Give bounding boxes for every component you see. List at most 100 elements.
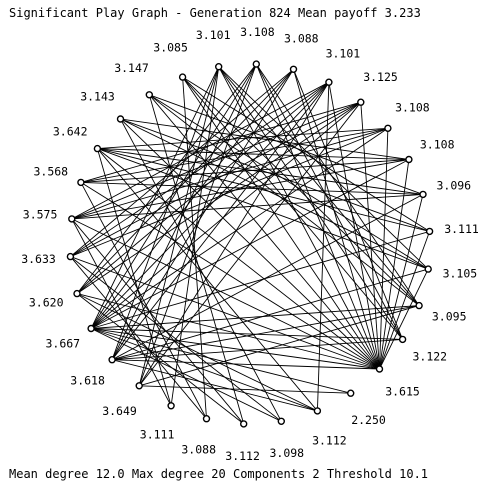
graph-edge: [90, 69, 294, 329]
graph-node: [405, 155, 413, 164]
graph-edge: [379, 159, 410, 370]
graph-edge: [80, 127, 388, 183]
graph-node: [384, 124, 392, 133]
graph-edge: [379, 231, 431, 370]
node-payoff-label: 3.642: [53, 125, 88, 139]
graph-node: [415, 301, 423, 310]
graph-edge: [76, 63, 257, 294]
graph-edge: [182, 77, 207, 419]
node-payoff-label: 3.568: [33, 165, 68, 179]
graph-edge: [120, 118, 380, 370]
graph-edge: [293, 69, 380, 370]
graph-edge: [149, 94, 429, 270]
graph-edge: [90, 328, 351, 394]
graph-edge: [71, 81, 330, 220]
graph-edge: [90, 328, 282, 422]
graph-edge: [138, 63, 257, 386]
graph-edge: [90, 328, 318, 412]
node-payoff-label: 3.108: [420, 138, 455, 152]
graph-edge: [71, 218, 380, 370]
graph-node: [202, 415, 211, 423]
graph-edge: [96, 148, 172, 406]
node-payoff-label: 3.143: [80, 90, 115, 104]
node-payoff-label: 3.101: [326, 47, 361, 61]
graph-edge: [328, 82, 380, 370]
graph-edge: [80, 181, 424, 195]
graph-node: [145, 91, 154, 99]
node-payoff-label: 3.122: [412, 349, 447, 363]
graph-node: [167, 402, 175, 410]
graph-node: [398, 335, 407, 344]
graph-edge: [97, 148, 409, 160]
graph-edge: [97, 148, 380, 370]
node-payoff-label: 3.112: [225, 449, 260, 463]
graph-node: [239, 420, 248, 428]
graph-edge: [255, 63, 380, 370]
graph-edge: [97, 148, 430, 232]
graph-edge: [90, 101, 362, 329]
graph-edge: [112, 359, 380, 370]
graph-edge: [76, 101, 362, 294]
graph-edge: [97, 148, 429, 270]
graph-node: [214, 62, 223, 71]
graph-edge: [379, 128, 389, 370]
node-payoff-label: 3.147: [114, 61, 149, 75]
node-payoff-label: 3.096: [436, 179, 471, 193]
graph-node: [66, 252, 75, 261]
graph-edge: [149, 94, 420, 306]
graph-node: [108, 356, 116, 364]
graph-edge: [91, 328, 380, 370]
graph-edge: [111, 63, 257, 360]
node-payoff-label: 3.108: [395, 101, 430, 115]
graph-node: [325, 78, 333, 86]
graph-edge: [255, 63, 420, 306]
graph-edge: [379, 194, 424, 370]
graph-node: [313, 407, 322, 415]
graph-edges: [70, 63, 431, 425]
graph-node: [93, 144, 102, 153]
node-payoff-label: 3.111: [444, 222, 478, 236]
graph-node: [68, 215, 76, 223]
node-payoff-labels: 3.101 3.108 3.0883.1013.1253.1083.1083.096…: [21, 25, 478, 463]
graph-edge: [71, 218, 245, 425]
graph-stats: Mean degree 12.0 Max degree 20 Component…: [9, 467, 429, 481]
graph-node: [347, 389, 355, 397]
graph-edge: [360, 102, 380, 370]
graph-node: [289, 65, 298, 74]
node-payoff-label: 2.250: [351, 413, 386, 427]
graph-nodes: [66, 60, 434, 428]
graph-edge: [218, 66, 429, 270]
node-payoff-label: 3.125: [363, 70, 398, 84]
graph-edge: [70, 127, 389, 258]
graph-node: [357, 98, 365, 106]
node-payoff-label: 3.667: [45, 337, 80, 351]
node-payoff-label: 3.085: [153, 40, 188, 54]
graph-edge: [148, 94, 245, 425]
graph-node: [425, 227, 434, 236]
graph-edge: [71, 193, 424, 220]
graph-edge: [97, 127, 388, 150]
graph-edge: [76, 293, 318, 412]
node-payoff-label: 3.098: [269, 446, 304, 460]
node-payoff-label: 3.615: [385, 384, 420, 398]
graph-edge: [80, 101, 361, 183]
graph-edge: [138, 66, 220, 386]
graph-edge: [149, 94, 424, 195]
graph-edge: [293, 69, 404, 340]
graph-edge: [112, 305, 420, 361]
graph-node: [178, 73, 187, 81]
node-payoff-label: 3.088: [284, 31, 319, 45]
graph-edge: [139, 385, 351, 394]
graph-edge: [148, 94, 380, 370]
graph-edge: [97, 148, 318, 412]
graph-edge: [70, 256, 380, 370]
graph-edge: [97, 148, 424, 195]
graph-node: [277, 417, 285, 425]
node-payoff-label: 3.108: [240, 25, 275, 39]
graph-edge: [120, 118, 430, 232]
graph-node: [424, 265, 432, 273]
graph-edge: [182, 76, 403, 340]
node-payoff-label: 3.105: [443, 267, 478, 281]
graph-edge: [379, 268, 429, 370]
